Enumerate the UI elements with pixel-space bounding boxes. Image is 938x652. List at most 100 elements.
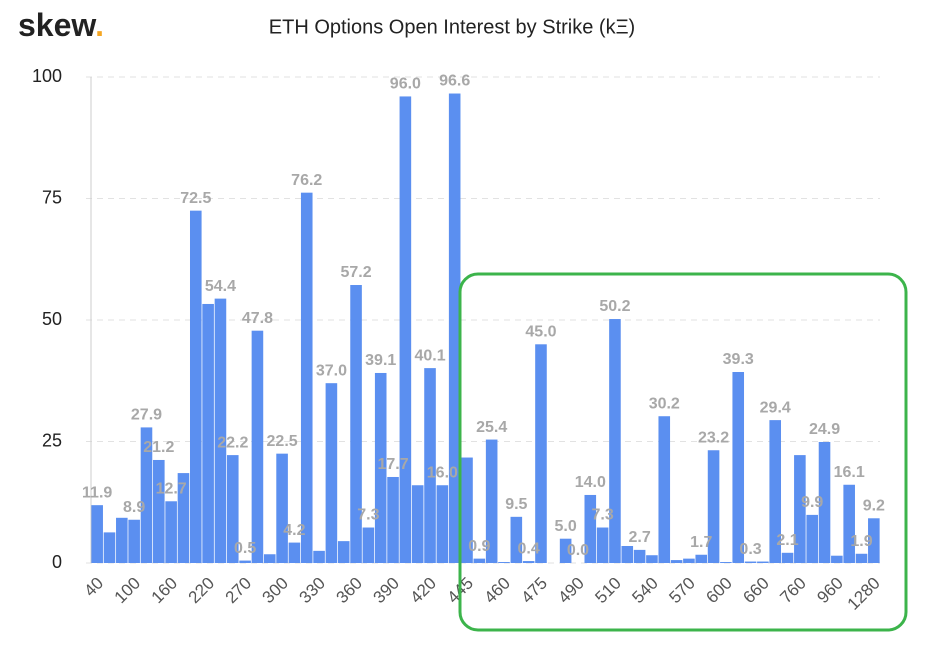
value-label: 11.9 bbox=[82, 484, 112, 501]
value-label: 96.6 bbox=[439, 73, 470, 90]
x-tick-label: 330 bbox=[296, 574, 329, 607]
x-tick-label: 570 bbox=[665, 574, 698, 607]
value-label: 14.0 bbox=[575, 474, 606, 491]
value-label: 9.5 bbox=[505, 496, 527, 513]
y-tick-label: 0 bbox=[52, 552, 62, 572]
bar bbox=[794, 455, 806, 563]
value-label: 0.5 bbox=[234, 540, 256, 557]
value-label: 23.2 bbox=[698, 429, 729, 446]
bar bbox=[522, 561, 535, 563]
x-tick-label: 490 bbox=[554, 574, 587, 607]
value-label: 40.1 bbox=[414, 347, 445, 364]
y-tick-label: 75 bbox=[42, 187, 62, 207]
x-tick-label: 760 bbox=[776, 574, 809, 607]
x-tick-label: 220 bbox=[185, 574, 218, 607]
bar bbox=[202, 303, 214, 563]
bars bbox=[91, 93, 880, 564]
value-label: 8.9 bbox=[123, 499, 145, 516]
bar bbox=[646, 555, 658, 563]
logo-word: skew bbox=[18, 7, 96, 43]
bar bbox=[350, 285, 362, 563]
x-tick-label: 540 bbox=[628, 574, 661, 607]
value-label: 0.0 bbox=[567, 542, 589, 559]
bar bbox=[276, 453, 288, 563]
bar bbox=[843, 484, 855, 563]
value-label: 50.2 bbox=[599, 298, 630, 315]
value-label: 7.3 bbox=[591, 507, 613, 524]
bar bbox=[325, 383, 338, 563]
bar bbox=[473, 558, 486, 563]
value-label: 12.7 bbox=[156, 480, 187, 497]
bar bbox=[559, 538, 572, 563]
bar bbox=[744, 561, 757, 563]
value-label: 17.7 bbox=[377, 456, 408, 473]
value-label: 0.9 bbox=[468, 538, 490, 555]
value-label: 27.9 bbox=[131, 407, 162, 424]
bar bbox=[621, 545, 634, 563]
bar bbox=[374, 372, 387, 563]
value-label: 45.0 bbox=[525, 324, 556, 341]
bar bbox=[448, 93, 461, 564]
bar bbox=[300, 192, 313, 563]
bar bbox=[411, 485, 424, 563]
value-label: 22.5 bbox=[267, 433, 298, 450]
value-label: 29.4 bbox=[760, 399, 791, 416]
bar bbox=[424, 368, 436, 563]
value-label: 47.8 bbox=[242, 310, 273, 327]
value-label: 39.3 bbox=[723, 351, 754, 368]
x-tick-label: 390 bbox=[370, 574, 403, 607]
x-tick-label: 360 bbox=[333, 574, 366, 607]
bar bbox=[362, 527, 375, 563]
bar bbox=[510, 516, 523, 563]
bar bbox=[732, 372, 745, 563]
logo-dot: . bbox=[95, 7, 104, 43]
x-tick-label: 460 bbox=[480, 574, 513, 607]
value-label: 5.0 bbox=[555, 518, 577, 535]
bar bbox=[226, 455, 239, 563]
bar bbox=[683, 558, 695, 563]
bar bbox=[498, 562, 510, 563]
x-tick-label: 960 bbox=[813, 574, 846, 607]
value-label: 7.3 bbox=[357, 507, 379, 524]
x-tick-label: 600 bbox=[702, 574, 735, 607]
value-label: 25.4 bbox=[476, 419, 507, 436]
value-label: 9.9 bbox=[801, 494, 823, 511]
bar bbox=[263, 554, 276, 563]
x-tick-label: 300 bbox=[259, 574, 292, 607]
bar bbox=[535, 344, 547, 563]
value-label: 0.4 bbox=[518, 540, 540, 557]
bar bbox=[251, 330, 264, 563]
value-label: 22.2 bbox=[217, 434, 248, 451]
value-label: 57.2 bbox=[340, 264, 371, 281]
value-label: 76.2 bbox=[291, 172, 322, 189]
x-tick-label: 270 bbox=[222, 574, 255, 607]
x-tick-label: 100 bbox=[111, 574, 144, 607]
bar bbox=[153, 459, 165, 563]
bar bbox=[695, 554, 708, 563]
bar bbox=[189, 210, 202, 563]
highlight-box bbox=[458, 272, 908, 632]
bar bbox=[103, 532, 116, 563]
logo: skew. bbox=[18, 7, 104, 43]
x-tick-label: 1280 bbox=[844, 574, 884, 614]
bar bbox=[769, 420, 782, 563]
value-label: 96.0 bbox=[390, 76, 421, 93]
value-label: 2.1 bbox=[776, 532, 798, 549]
bar bbox=[806, 514, 818, 563]
bar bbox=[128, 519, 140, 563]
value-label: 0.3 bbox=[739, 541, 761, 558]
value-label: 16.1 bbox=[834, 464, 865, 481]
bar bbox=[757, 561, 769, 563]
bar bbox=[781, 552, 794, 563]
bar bbox=[855, 553, 868, 563]
value-label: 16.0 bbox=[427, 464, 458, 481]
bar bbox=[436, 485, 449, 563]
x-tick-label: 510 bbox=[591, 574, 624, 607]
bar bbox=[818, 441, 831, 563]
y-tick-label: 50 bbox=[42, 309, 62, 329]
bar bbox=[485, 439, 498, 563]
chart-title: ETH Options Open Interest by Strike (kΞ) bbox=[269, 16, 635, 38]
value-label: 9.2 bbox=[863, 498, 885, 515]
x-tick-label: 40 bbox=[80, 574, 107, 601]
bar bbox=[596, 527, 609, 563]
